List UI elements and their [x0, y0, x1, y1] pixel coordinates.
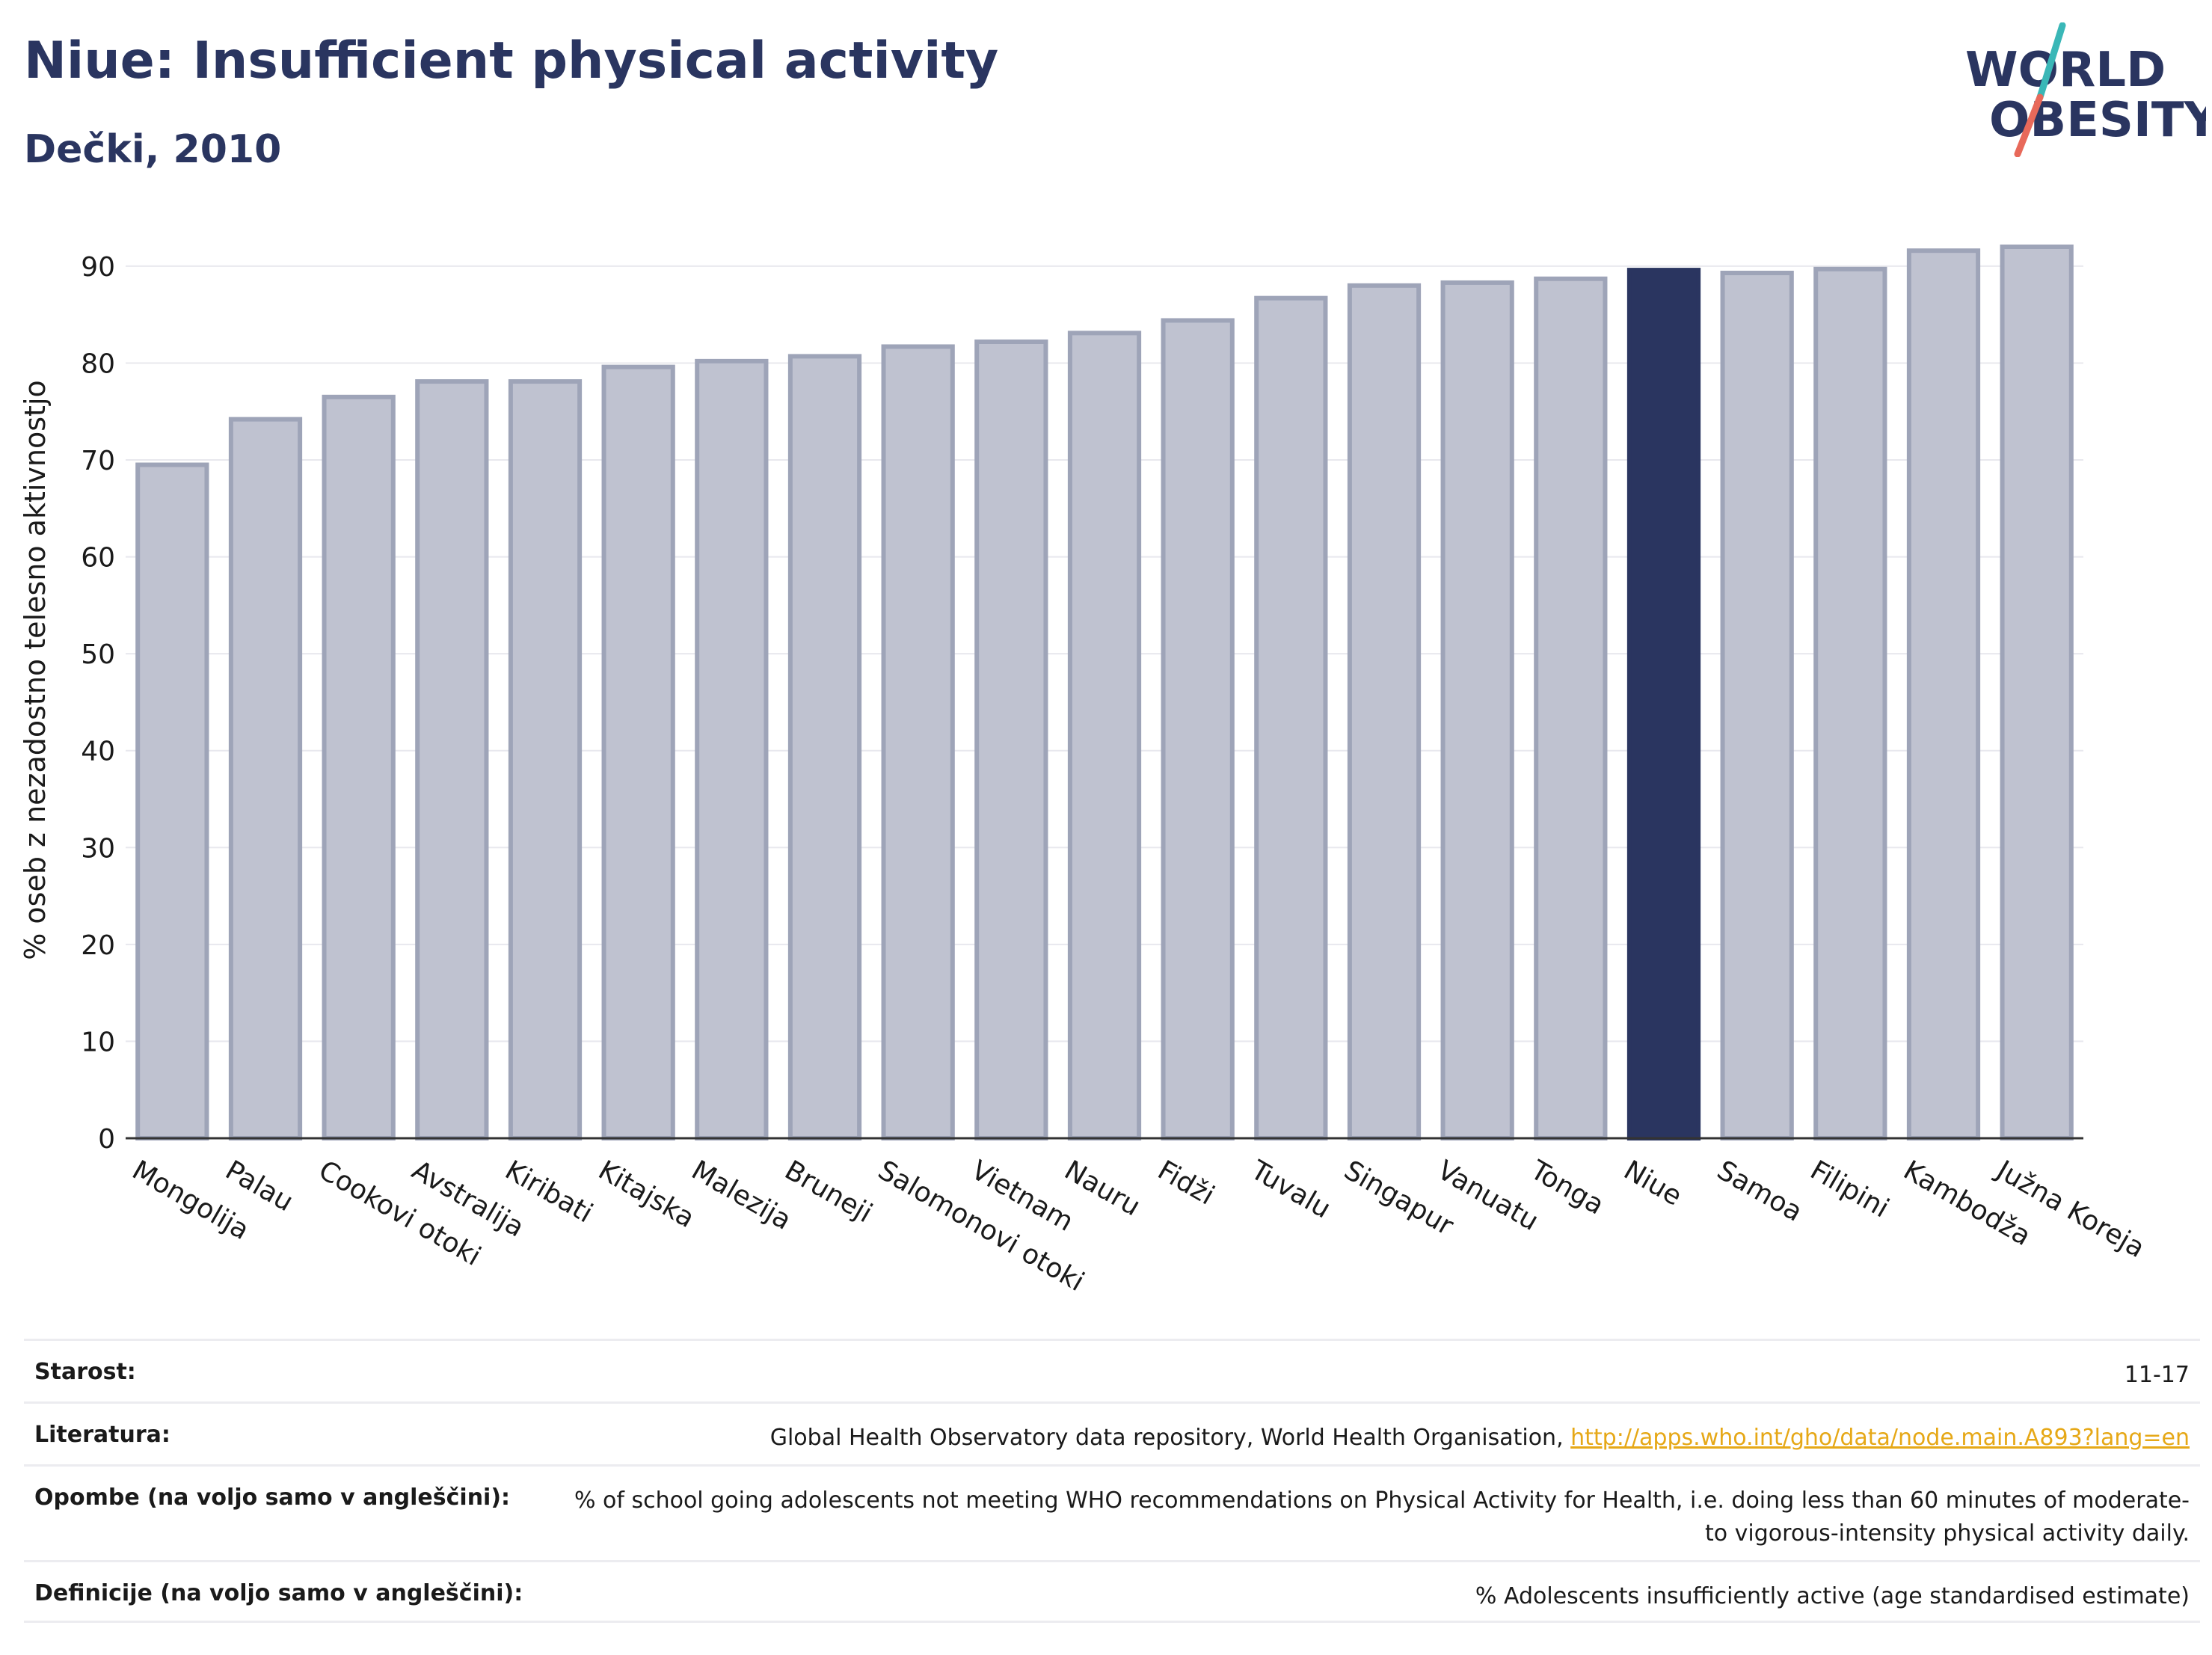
y-axis-ticks: 0 10 20 30 40 50 60 70 80 90: [81, 252, 115, 1155]
meta-value: % of school going adolescents not meetin…: [570, 1484, 2190, 1550]
bar-bruneji: [787, 354, 862, 1140]
y-tick-label: 0: [98, 1124, 115, 1155]
meta-value: Global Health Observatory data repositor…: [770, 1422, 2190, 1455]
meta-row: Literatura: Global Health Observatory dat…: [24, 1401, 2200, 1464]
y-tick-label: 70: [81, 446, 115, 476]
bar-fidži: [1161, 318, 1235, 1140]
meta-value-text: 11-17: [2124, 1362, 2190, 1388]
meta-label: Opombe (na voljo samo v angleščini):: [34, 1484, 511, 1511]
meta-label: Starost:: [34, 1359, 136, 1385]
bar-kiribati: [508, 379, 583, 1140]
bar-filipini: [1813, 266, 1887, 1140]
x-tick-label: Samoa: [1712, 1155, 1807, 1228]
meta-value-text: Global Health Observatory data repositor…: [769, 1425, 1571, 1451]
meta-row: Opombe (na voljo samo v angleščini): % of…: [24, 1464, 2200, 1560]
metadata-table: Starost: 11-17 Literatura: Global Health Ob…: [24, 1339, 2200, 1623]
bar-malezija: [695, 358, 769, 1140]
meta-row: Definicije (na voljo samo v angleščini):…: [24, 1560, 2200, 1623]
bar-vietnam: [974, 339, 1048, 1141]
y-tick-label: 90: [81, 252, 115, 283]
x-tick-label: Bruneji: [779, 1155, 877, 1229]
world-obesity-logo: WORLD OBESITY: [1965, 22, 2206, 157]
y-tick-label: 80: [81, 348, 115, 379]
meta-value: 11-17: [2125, 1359, 2190, 1392]
bar-nauru: [1067, 331, 1142, 1141]
bar-južna-koreja: [2000, 245, 2074, 1140]
y-tick-label: 10: [81, 1027, 115, 1057]
y-axis-label: % oseb z nezadostno telesno aktivnostjo: [19, 380, 52, 960]
x-tick-label: Cookovi otoki: [313, 1155, 486, 1272]
logo-slash-coral: [2014, 93, 2044, 157]
bar-kitajska: [601, 364, 675, 1140]
x-tick-label: Malezija: [686, 1155, 796, 1236]
bar-mongolija: [135, 462, 209, 1140]
x-tick-label: Tuvalu: [1245, 1155, 1336, 1225]
bar-vanuatu: [1440, 280, 1514, 1141]
bar-avstralija: [415, 379, 489, 1140]
x-tick-label: Niue: [1618, 1155, 1686, 1212]
logo-slash-teal: [2036, 22, 2066, 101]
meta-value-text: % Adolescents insufficiently active (age…: [1475, 1583, 2190, 1609]
meta-value: % Adolescents insufficiently active (age…: [1475, 1580, 2190, 1613]
bar-cookovi-otoki: [322, 394, 396, 1140]
chart-title: Niue: Insufficient physical activity: [24, 31, 999, 90]
bar-niue: [1626, 268, 1701, 1140]
y-tick-label: 20: [81, 930, 115, 961]
bar-tonga: [1534, 276, 1608, 1141]
x-tick-label: Filipini: [1805, 1155, 1894, 1223]
bar-kambodža: [1906, 248, 1981, 1140]
y-tick-label: 60: [81, 543, 115, 574]
bar-salomonovi-otoki: [881, 344, 955, 1141]
x-tick-label: Kitajska: [593, 1155, 699, 1234]
y-tick-label: 40: [81, 737, 115, 767]
bar-palau: [228, 417, 303, 1140]
x-tick-label: Fidži: [1152, 1155, 1220, 1211]
y-tick-label: 50: [81, 639, 115, 670]
bar-singapur: [1347, 283, 1422, 1141]
meta-label: Definicije (na voljo samo v angleščini):: [34, 1580, 523, 1606]
bar-samoa: [1720, 270, 1794, 1140]
bars: [135, 245, 2074, 1141]
logo-text-world: WORLD: [1965, 43, 2166, 98]
source-link[interactable]: http://apps.who.int/gho/data/node.main.A…: [1570, 1425, 2190, 1451]
y-tick-label: 30: [81, 833, 115, 864]
meta-label: Literatura:: [34, 1422, 170, 1448]
chart-subtitle: Dečki, 2010: [24, 127, 282, 172]
bar-tuvalu: [1254, 295, 1328, 1140]
meta-value-text: % of school going adolescents not meetin…: [574, 1487, 2190, 1547]
meta-row: Starost: 11-17: [24, 1339, 2200, 1401]
